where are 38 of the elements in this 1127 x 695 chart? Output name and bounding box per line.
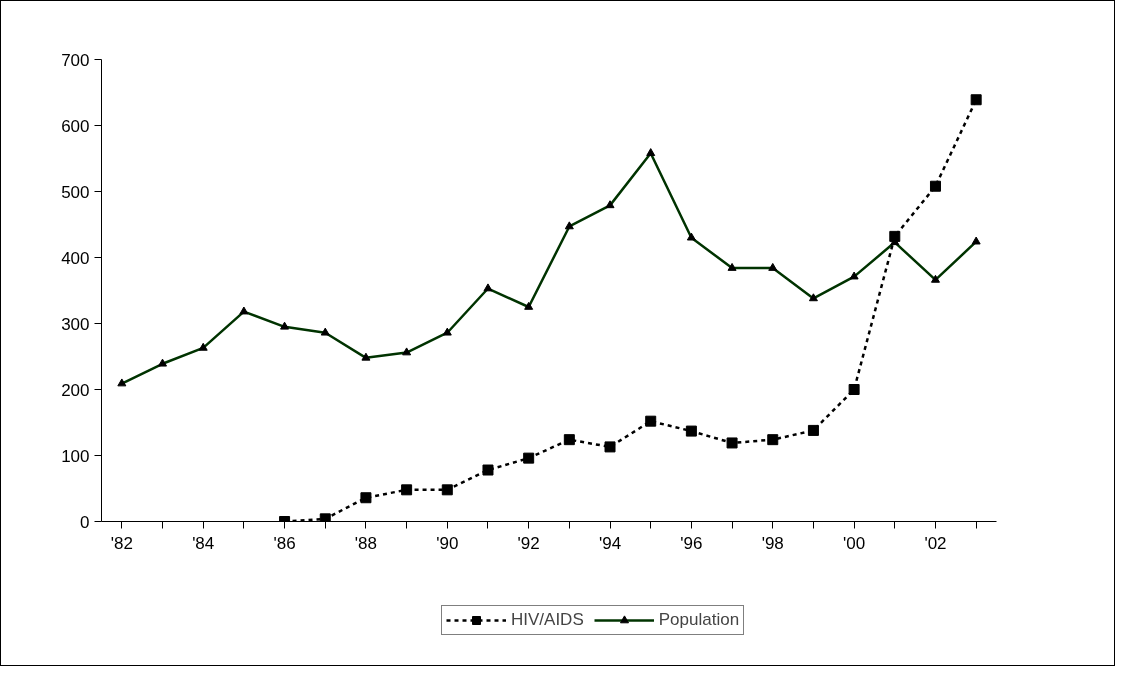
legend-label: HIV/AIDS	[511, 610, 584, 630]
point	[563, 434, 575, 446]
y-tick-label: 700	[61, 50, 90, 70]
point	[319, 513, 331, 522]
x-tick-label: '94	[598, 533, 622, 553]
y-tick-label: 0	[80, 512, 90, 532]
point	[604, 441, 616, 453]
x-tick-label: '82	[110, 533, 133, 553]
point	[360, 492, 372, 504]
y-tick-label: 500	[61, 182, 90, 202]
point	[482, 464, 494, 476]
x-tick-label: '88	[354, 533, 378, 553]
x-tick-label: '00	[843, 533, 866, 553]
point	[848, 384, 860, 395]
point	[929, 180, 941, 192]
point	[889, 230, 901, 242]
legend-label: Population	[658, 610, 740, 630]
point	[645, 415, 657, 427]
y-tick-label: 300	[61, 314, 90, 334]
y-tick-label: 100	[61, 446, 90, 466]
point	[523, 452, 535, 464]
x-tick-label: '02	[924, 533, 947, 553]
point	[807, 424, 819, 436]
x-tick-label: '92	[517, 533, 540, 553]
point	[970, 94, 982, 106]
x-tick-label: '90	[436, 533, 459, 553]
y-tick-label: 200	[61, 380, 90, 400]
point	[726, 437, 738, 449]
y-tick-label: 600	[61, 116, 90, 136]
x-tick-label: '84	[192, 533, 215, 553]
point	[401, 484, 413, 496]
point	[441, 484, 453, 496]
point	[767, 434, 779, 446]
x-tick-label: '96	[680, 533, 703, 553]
x-tick-label: '86	[273, 533, 296, 553]
point	[685, 425, 697, 437]
y-tick-label: 400	[61, 248, 90, 268]
x-tick-label: '98	[761, 533, 784, 553]
